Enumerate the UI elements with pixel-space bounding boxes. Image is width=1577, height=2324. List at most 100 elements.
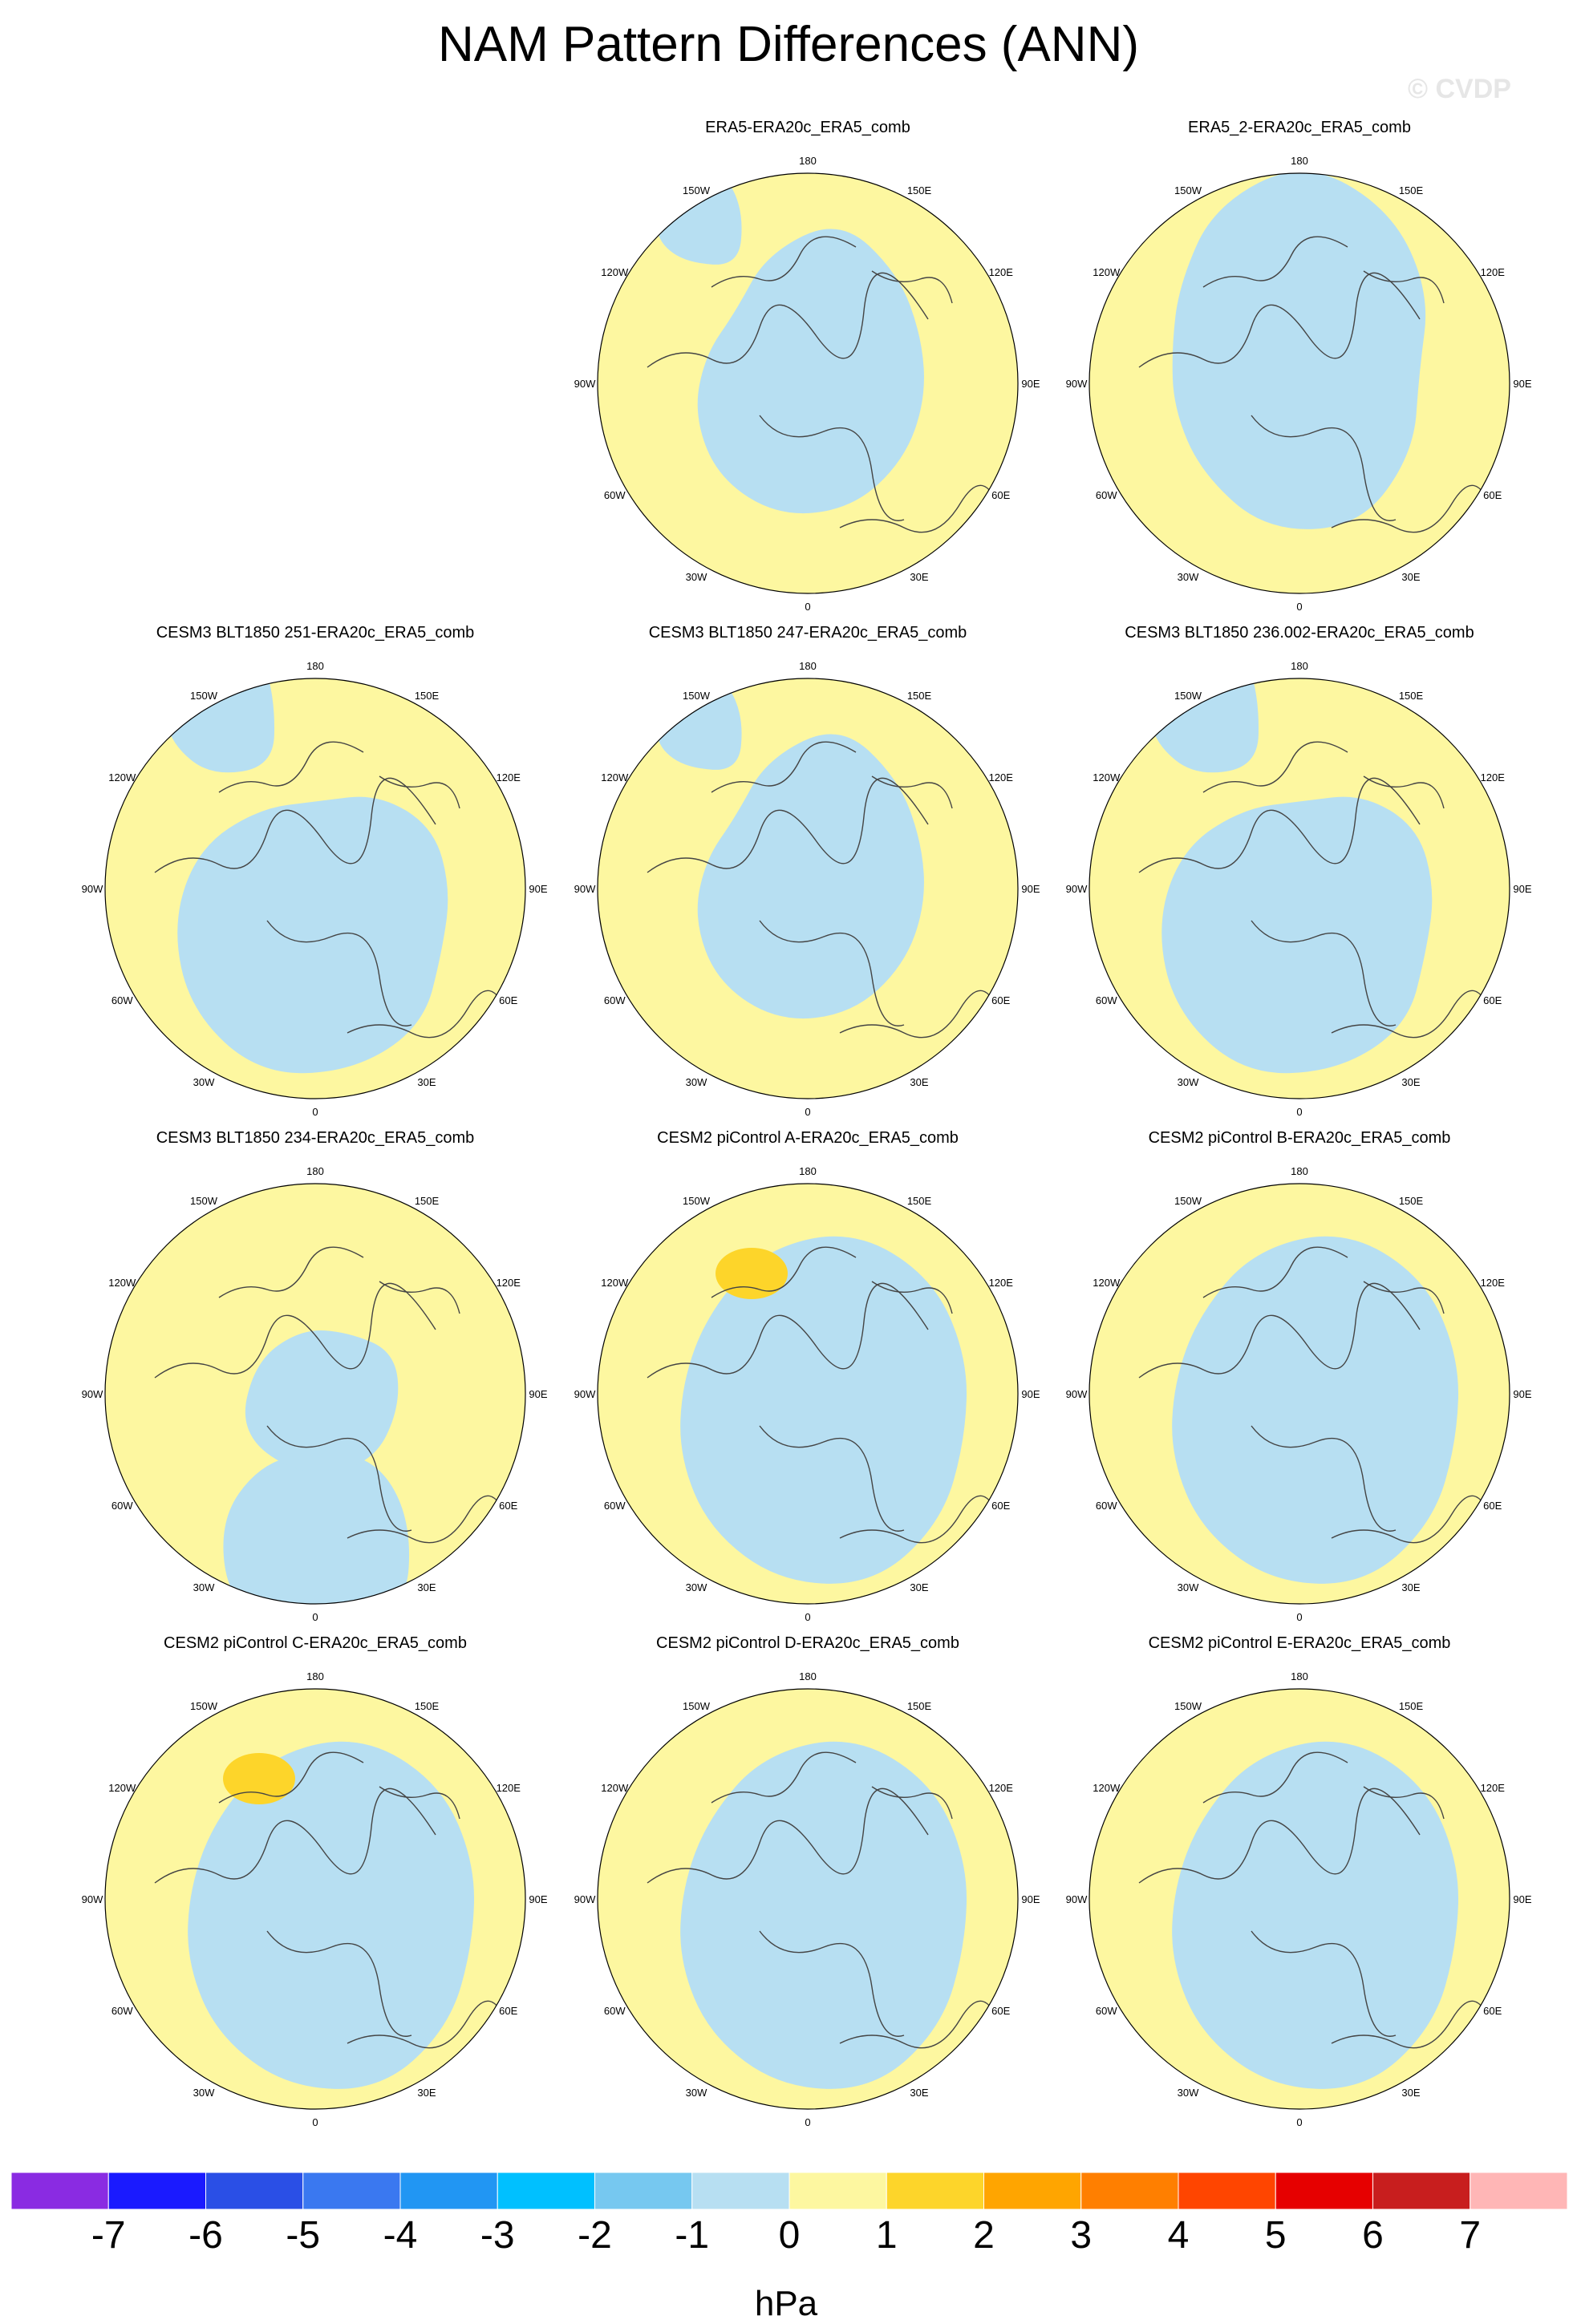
longitude-label: 150E [1399, 690, 1424, 702]
longitude-label: 150W [190, 690, 218, 702]
longitude-label: 90W [574, 1893, 596, 1905]
panel-title: CESM2 piControl C-ERA20c_ERA5_comb [164, 1634, 467, 1652]
longitude-label: 180 [799, 1165, 817, 1177]
map-outline [1088, 172, 1510, 594]
map-outline [597, 1688, 1019, 2110]
longitude-label: 150W [683, 184, 711, 196]
longitude-label: 120E [497, 1782, 521, 1794]
longitude-label: 150E [415, 1700, 440, 1712]
longitude-label: 30E [910, 1581, 928, 1593]
longitude-label: 90E [1021, 883, 1040, 895]
map-panel: CESM2 piControl B-ERA20c_ERA5_comb 180 150… [1059, 1129, 1540, 1642]
longitude-label: 60W [1096, 994, 1117, 1006]
longitude-label: 120W [108, 1277, 136, 1289]
panel-title: CESM3 BLT1850 234-ERA20c_ERA5_comb [156, 1129, 475, 1147]
longitude-label: 150E [907, 690, 932, 702]
longitude-label: 60E [499, 1500, 517, 1512]
longitude-label: 150E [415, 1195, 440, 1207]
longitude-label: 60E [991, 1500, 1010, 1512]
longitude-label: 0 [805, 2116, 810, 2128]
longitude-label: 30W [193, 1581, 215, 1593]
longitude-label: 30W [686, 2087, 707, 2099]
map-panel: CESM3 BLT1850 236.002-ERA20c_ERA5_comb 18… [1059, 624, 1540, 1137]
map-outline [1088, 1688, 1510, 2110]
polar-map: 180 150E 120E 90E 60E 30E 0 30W 60W 90W 120W 150W [1066, 1670, 1532, 2128]
map-outline [1088, 1183, 1510, 1605]
longitude-label: 0 [805, 1106, 810, 1118]
longitude-label: 120E [989, 266, 1014, 278]
longitude-label: 150W [683, 1195, 711, 1207]
longitude-label: 60W [111, 994, 133, 1006]
longitude-label: 120E [1481, 1782, 1506, 1794]
colorbar-tick-label: -4 [383, 2214, 418, 2257]
longitude-label: 150W [683, 690, 711, 702]
longitude-label: 30W [1178, 1581, 1199, 1593]
colorbar-swatch [497, 2172, 595, 2210]
longitude-label: 180 [1291, 155, 1308, 167]
colorbar-tick-label: -6 [189, 2214, 223, 2257]
colorbar-swatch [205, 2172, 304, 2210]
longitude-label: 30E [910, 1076, 928, 1088]
map-panel: ERA5-ERA20c_ERA5_comb 180 150E 120E 90E 60E 30… [567, 119, 1048, 632]
longitude-label: 0 [1296, 2116, 1302, 2128]
longitude-label: 150E [907, 184, 932, 196]
colorbar-swatch [399, 2172, 498, 2210]
colorbar-tick-label: -5 [286, 2214, 321, 2257]
colorbar-tick-label: 4 [1167, 2214, 1190, 2257]
panel-title: CESM3 BLT1850 251-ERA20c_ERA5_comb [156, 624, 475, 642]
longitude-label: 30E [910, 2087, 928, 2099]
longitude-label: 120E [1481, 1277, 1506, 1289]
map-panel: CESM2 piControl A-ERA20c_ERA5_comb 180 150… [567, 1129, 1048, 1642]
longitude-label: 30E [1401, 1581, 1420, 1593]
panel-title: CESM2 piControl A-ERA20c_ERA5_comb [657, 1129, 959, 1147]
longitude-label: 90W [1066, 1388, 1088, 1400]
longitude-label: 60W [604, 1500, 626, 1512]
colorbar-swatch [691, 2172, 790, 2210]
longitude-label: 150E [907, 1700, 932, 1712]
longitude-label: 30E [1401, 2087, 1420, 2099]
watermark: © CVDP [1408, 74, 1511, 104]
longitude-label: 120W [108, 1782, 136, 1794]
map-outline [597, 172, 1019, 594]
colorbar-swatch [1080, 2172, 1179, 2210]
longitude-label: 150E [415, 690, 440, 702]
panel-title: CESM3 BLT1850 236.002-ERA20c_ERA5_comb [1125, 624, 1474, 642]
polar-map: 180 150E 120E 90E 60E 30E 0 30W 60W 90W 120W 150W [82, 660, 548, 1118]
longitude-label: 60E [499, 994, 517, 1006]
colorbar-swatch [1275, 2172, 1373, 2210]
figure-title: NAM Pattern Differences (ANN) [438, 17, 1139, 72]
colorbar-swatch [594, 2172, 693, 2210]
longitude-label: 60E [1483, 1500, 1502, 1512]
longitude-label: 120W [1093, 1782, 1121, 1794]
longitude-label: 120E [989, 1782, 1014, 1794]
longitude-label: 60E [1483, 489, 1502, 501]
longitude-label: 90E [1513, 378, 1531, 390]
colorbar-swatch [1178, 2172, 1276, 2210]
longitude-label: 90W [82, 883, 103, 895]
longitude-label: 180 [799, 155, 817, 167]
colorbar-swatch [107, 2172, 206, 2210]
longitude-label: 150W [1174, 690, 1202, 702]
longitude-label: 30W [193, 1076, 215, 1088]
longitude-label: 90W [574, 883, 596, 895]
map-outline [104, 678, 526, 1099]
longitude-label: 30W [193, 2087, 215, 2099]
longitude-label: 120E [989, 1277, 1014, 1289]
polar-map: 180 150E 120E 90E 60E 30E 0 30W 60W 90W 120W 150W [574, 155, 1040, 613]
polar-map: 180 150E 120E 90E 60E 30E 0 30W 60W 90W 120W 150W [1066, 660, 1532, 1118]
longitude-label: 90W [574, 378, 596, 390]
map-panel: ERA5_2-ERA20c_ERA5_comb 180 150E 120E 90E 60E… [1059, 119, 1540, 632]
longitude-label: 60W [604, 994, 626, 1006]
map-panel: CESM3 BLT1850 247-ERA20c_ERA5_comb 180 150… [567, 624, 1048, 1137]
colorbar-tick-label: -7 [91, 2214, 126, 2257]
colorbar-tick-label: -1 [675, 2214, 710, 2257]
colorbar-tick-label: 3 [1070, 2214, 1093, 2257]
longitude-label: 60E [499, 2005, 517, 2017]
panel-title: ERA5-ERA20c_ERA5_comb [705, 119, 910, 136]
longitude-label: 60W [1096, 489, 1117, 501]
colorbar-swatch [302, 2172, 401, 2210]
map-outline [104, 1183, 526, 1605]
map-outline [1088, 678, 1510, 1099]
longitude-label: 180 [306, 660, 324, 672]
longitude-label: 150E [1399, 1195, 1424, 1207]
